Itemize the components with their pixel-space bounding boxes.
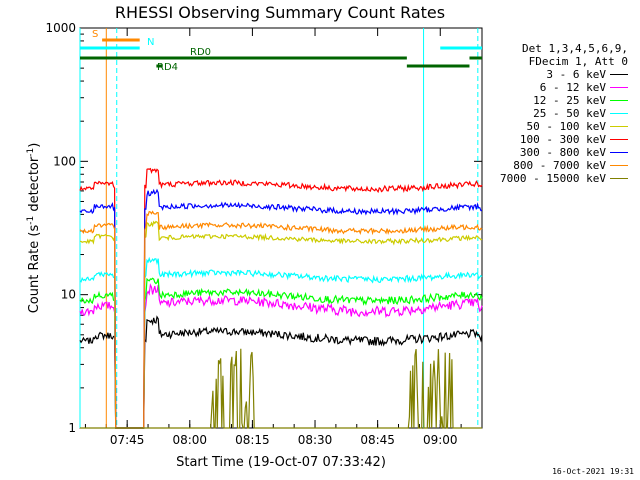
series-line xyxy=(79,277,483,429)
plot-frame xyxy=(79,27,483,429)
flag-label: RD4 xyxy=(157,62,178,73)
legend-label: 12 - 25 keV xyxy=(533,94,606,107)
series-line xyxy=(79,256,483,429)
legend-entry: 800 - 7000 keV xyxy=(458,159,628,172)
legend-swatch xyxy=(610,178,628,179)
legend-swatch xyxy=(610,74,628,75)
legend-label: 100 - 300 keV xyxy=(519,133,606,146)
legend-swatch xyxy=(610,165,628,166)
series-line xyxy=(79,315,483,429)
legend-label: 3 - 6 keV xyxy=(546,68,606,81)
x-tick-label: 08:45 xyxy=(360,433,395,447)
x-tick-label: 08:15 xyxy=(235,433,270,447)
y-tick-label: 1000 xyxy=(45,21,76,35)
legend-swatch xyxy=(610,152,628,153)
legend-swatch xyxy=(610,139,628,140)
x-tick-label: 08:00 xyxy=(172,433,207,447)
series-line xyxy=(79,220,483,429)
legend-entry: 3 - 6 keV xyxy=(458,68,628,81)
x-tick-label: 08:30 xyxy=(298,433,333,447)
legend-header-2: FDecim 1, Att 0 xyxy=(528,55,628,68)
y-axis-label: Count Rate (s-1 detector-1) xyxy=(26,143,42,314)
timestamp-footer: 16-Oct-2021 19:31 xyxy=(552,467,634,476)
series-line xyxy=(79,283,483,429)
legend-entry: 7000 - 15000 keV xyxy=(458,172,628,185)
legend-swatch xyxy=(610,113,628,114)
flag-label: RD0 xyxy=(190,47,211,58)
legend: Det 1,3,4,5,6,9, FDecim 1, Att 0 3 - 6 k… xyxy=(458,42,628,185)
series-lines xyxy=(79,167,483,429)
series-line xyxy=(80,348,482,429)
series-line xyxy=(79,188,483,429)
y-tick-label: 1 xyxy=(68,421,76,435)
status-flags: S N RD0 RD4 xyxy=(80,29,482,73)
x-tick-label: 07:45 xyxy=(110,433,145,447)
chart-title: RHESSI Observing Summary Count Rates xyxy=(115,3,445,22)
legend-label: 7000 - 15000 keV xyxy=(500,172,606,185)
legend-entry: 25 - 50 keV xyxy=(458,107,628,120)
legend-entry: 6 - 12 keV xyxy=(458,81,628,94)
legend-swatch xyxy=(610,126,628,127)
legend-entry: 300 - 800 keV xyxy=(458,146,628,159)
y-axis: 1 10 100 1000 xyxy=(45,21,482,435)
legend-label: 6 - 12 keV xyxy=(539,81,606,94)
x-tick-label: 09:00 xyxy=(423,433,458,447)
x-axis: 07:45 08:00 08:15 08:30 08:45 09:00 xyxy=(84,28,483,447)
legend-entry: 100 - 300 keV xyxy=(458,133,628,146)
series-line xyxy=(79,167,483,429)
y-tick-label: 100 xyxy=(53,154,76,168)
legend-entry: 50 - 100 keV xyxy=(458,120,628,133)
series-line xyxy=(79,210,483,429)
legend-label: 300 - 800 keV xyxy=(519,146,606,159)
flag-label: S xyxy=(92,29,98,40)
x-axis-label: Start Time (19-Oct-07 07:33:42) xyxy=(176,455,386,470)
y-tick-label: 10 xyxy=(61,288,76,302)
legend-swatch xyxy=(610,87,628,88)
legend-label: 25 - 50 keV xyxy=(533,107,606,120)
legend-label: 50 - 100 keV xyxy=(526,120,606,133)
legend-swatch xyxy=(610,100,628,101)
legend-label: 800 - 7000 keV xyxy=(513,159,606,172)
legend-entry: 12 - 25 keV xyxy=(458,94,628,107)
flag-label: N xyxy=(147,37,154,48)
legend-header-1: Det 1,3,4,5,6,9, xyxy=(522,42,628,55)
